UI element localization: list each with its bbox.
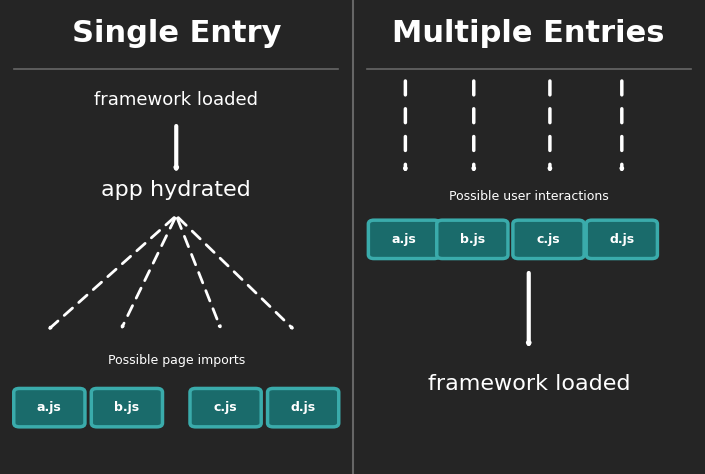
Text: Possible user interactions: Possible user interactions — [449, 190, 608, 203]
Text: b.js: b.js — [460, 233, 485, 246]
FancyBboxPatch shape — [91, 389, 162, 427]
Text: Multiple Entries: Multiple Entries — [393, 18, 665, 48]
FancyBboxPatch shape — [14, 389, 85, 427]
FancyBboxPatch shape — [190, 389, 262, 427]
FancyBboxPatch shape — [368, 220, 440, 259]
FancyBboxPatch shape — [587, 220, 658, 259]
Text: Possible page imports: Possible page imports — [108, 354, 245, 367]
FancyBboxPatch shape — [437, 220, 508, 259]
Text: d.js: d.js — [609, 233, 634, 246]
Text: framework loaded: framework loaded — [94, 91, 258, 109]
FancyBboxPatch shape — [268, 389, 339, 427]
Text: b.js: b.js — [114, 401, 140, 414]
Text: app hydrated: app hydrated — [102, 180, 251, 200]
Text: a.js: a.js — [391, 233, 417, 246]
Text: c.js: c.js — [537, 233, 560, 246]
Text: c.js: c.js — [214, 401, 238, 414]
Text: d.js: d.js — [290, 401, 316, 414]
FancyBboxPatch shape — [513, 220, 584, 259]
Text: Single Entry: Single Entry — [71, 18, 281, 48]
Text: framework loaded: framework loaded — [427, 374, 630, 394]
Text: a.js: a.js — [37, 401, 62, 414]
